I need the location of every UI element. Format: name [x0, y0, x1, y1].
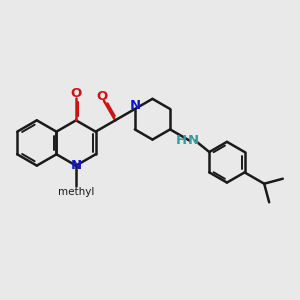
Text: O: O [96, 90, 107, 103]
Text: H: H [176, 134, 187, 147]
Text: N: N [70, 159, 82, 172]
Text: N: N [129, 99, 140, 112]
Text: methyl: methyl [58, 187, 94, 196]
Text: O: O [70, 87, 82, 100]
Text: N: N [188, 134, 199, 147]
